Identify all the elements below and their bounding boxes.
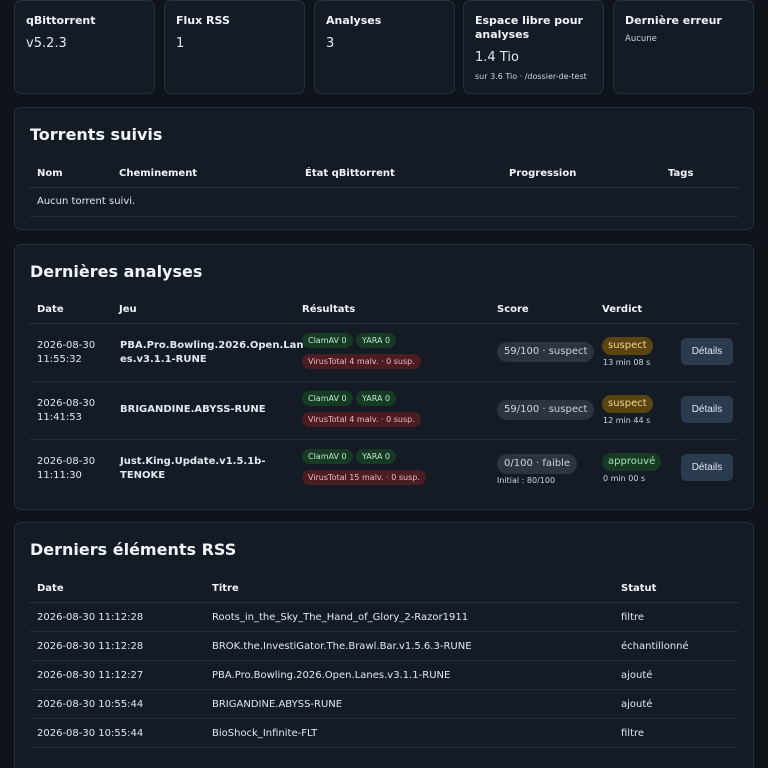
recent-analyses-panel: Dernières analyses Date Jeu Résultats Sc… [14, 244, 754, 510]
stat-card-last-error: Dernière erreur Aucune [613, 0, 754, 94]
table-row: 2026-08-30 10:55:44 BRIGANDINE.ABYSS-RUN… [29, 690, 739, 719]
column-header-path: Cheminement [119, 168, 198, 179]
table-row: 2026-08-30 11:12:28 Roots_in_the_Sky_The… [29, 603, 739, 632]
rss-status: échantillonné [621, 641, 689, 652]
analysis-date: 2026-08-30 [37, 340, 96, 351]
column-header-name: Nom [37, 168, 63, 179]
column-header-tags: Tags [668, 168, 694, 179]
table-header: Date Jeu Résultats Score Verdict [29, 295, 739, 324]
stat-title: qBittorrent [26, 14, 96, 27]
column-header-results: Résultats [302, 304, 356, 315]
yara-badge: YARA 0 [356, 333, 397, 348]
stat-title: Espace libre pour analyses [475, 14, 583, 41]
game-name: PBA.Pro.Bowling.2026.Open.Lan [120, 340, 304, 351]
table-row: 2026-08-30 10:55:44 BioShock_Infinite-FL… [29, 719, 739, 748]
tracked-torrents-panel: Torrents suivis Nom Cheminement État qBi… [14, 107, 754, 230]
clamav-badge: ClamAV 0 [302, 391, 353, 406]
column-header-date: Date [37, 304, 64, 315]
stat-value: 1 [176, 36, 185, 51]
yara-badge: YARA 0 [356, 391, 397, 406]
virustotal-badge: VirusTotal 4 malv. · 0 susp. [302, 412, 421, 427]
section-title: Dernières analyses [30, 262, 203, 281]
game-name: Just.King.Update.v1.5.1b- [120, 456, 266, 467]
rss-date: 2026-08-30 11:12:28 [37, 612, 144, 623]
section-title: Derniers éléments RSS [30, 540, 237, 559]
score-badge: 0/100 · faible [497, 454, 578, 474]
verdict-badge: approuvé [602, 453, 662, 471]
clamav-badge: ClamAV 0 [302, 333, 353, 348]
stat-card-qbittorrent: qBittorrent v5.2.3 [14, 0, 155, 94]
stat-title: Dernière erreur [625, 14, 722, 27]
details-button[interactable]: Détails [681, 338, 733, 365]
rss-status: filtre [621, 728, 645, 739]
table-row: 2026-08-30 11:11:30 Just.King.Update.v1.… [29, 440, 739, 498]
verdict-duration: 0 min 00 s [603, 474, 646, 483]
analysis-date: 2026-08-30 [37, 398, 96, 409]
column-header-date: Date [37, 583, 64, 594]
empty-message: Aucun torrent suivi. [37, 196, 136, 207]
rss-title: BROK.the.InvestiGator.The.Brawl.Bar.v1.5… [212, 641, 472, 652]
game-name-cont: es.v3.1.1-RUNE [120, 354, 207, 365]
column-header-status: Statut [621, 583, 657, 594]
details-button[interactable]: Détails [681, 454, 733, 481]
details-button[interactable]: Détails [681, 396, 733, 423]
column-header-progress: Progression [509, 168, 577, 179]
rss-title: Roots_in_the_Sky_The_Hand_of_Glory_2-Raz… [212, 612, 469, 623]
game-name-cont: TENOKE [120, 470, 166, 481]
column-header-title: Titre [212, 583, 239, 594]
rss-status: ajouté [621, 670, 653, 681]
column-header-score: Score [497, 304, 529, 315]
stat-card-rss: Flux RSS 1 [164, 0, 305, 94]
rss-title: BRIGANDINE.ABYSS-RUNE [212, 699, 343, 710]
rss-title: PBA.Pro.Bowling.2026.Open.Lanes.v3.1.1-R… [212, 670, 451, 681]
table-header: Nom Cheminement État qBittorrent Progres… [29, 159, 739, 188]
virustotal-badge: VirusTotal 15 malv. · 0 susp. [302, 470, 426, 485]
stat-subtext: sur 3.6 Tio · /dossier-de-test [475, 72, 587, 81]
verdict-duration: 13 min 08 s [603, 358, 651, 367]
rss-date: 2026-08-30 11:12:27 [37, 670, 144, 681]
verdict-badge: suspect [602, 337, 653, 355]
analysis-time: 11:55:32 [37, 354, 82, 365]
table-row: 2026-08-30 11:55:32 PBA.Pro.Bowling.2026… [29, 324, 739, 382]
column-header-verdict: Verdict [602, 304, 643, 315]
rss-date: 2026-08-30 11:12:28 [37, 641, 144, 652]
score-badge: 59/100 · suspect [497, 400, 595, 420]
table-row: 2026-08-30 11:41:53 BRIGANDINE.ABYSS-RUN… [29, 382, 739, 440]
rss-title: BioShock_Infinite-FLT [212, 728, 318, 739]
rss-date: 2026-08-30 10:55:44 [37, 728, 144, 739]
analysis-date: 2026-08-30 [37, 456, 96, 467]
clamav-badge: ClamAV 0 [302, 449, 353, 464]
analysis-time: 11:11:30 [37, 470, 82, 481]
rss-status: ajouté [621, 699, 653, 710]
stat-value: 1.4 Tio [475, 50, 519, 65]
virustotal-badge: VirusTotal 4 malv. · 0 susp. [302, 354, 421, 369]
table-row: 2026-08-30 11:12:28 BROK.the.InvestiGato… [29, 632, 739, 661]
verdict-badge: suspect [602, 395, 653, 413]
stat-card-free-space: Espace libre pour analyses 1.4 Tio sur 3… [463, 0, 604, 94]
score-initial: Initial : 80/100 [497, 476, 556, 485]
stat-value: v5.2.3 [26, 36, 67, 51]
section-title: Torrents suivis [30, 125, 163, 144]
column-header-state: État qBittorrent [305, 168, 395, 179]
rss-status: filtre [621, 612, 645, 623]
stat-card-analyses: Analyses 3 [314, 0, 455, 94]
yara-badge: YARA 0 [356, 449, 397, 464]
recent-rss-panel: Derniers éléments RSS Date Titre Statut … [14, 522, 754, 768]
game-name: BRIGANDINE.ABYSS-RUNE [120, 404, 266, 415]
verdict-duration: 12 min 44 s [603, 416, 651, 425]
stat-title: Analyses [326, 14, 382, 27]
stat-value: 3 [326, 36, 335, 51]
score-badge: 59/100 · suspect [497, 342, 595, 362]
table-header: Date Titre Statut [29, 574, 739, 603]
stat-value: Aucune [625, 34, 657, 44]
analysis-time: 11:41:53 [37, 412, 82, 423]
table-row-empty: Aucun torrent suivi. [29, 188, 739, 217]
table-row: 2026-08-30 11:12:27 PBA.Pro.Bowling.2026… [29, 661, 739, 690]
rss-date: 2026-08-30 10:55:44 [37, 699, 144, 710]
column-header-game: Jeu [119, 304, 137, 315]
stat-title: Flux RSS [176, 14, 230, 27]
